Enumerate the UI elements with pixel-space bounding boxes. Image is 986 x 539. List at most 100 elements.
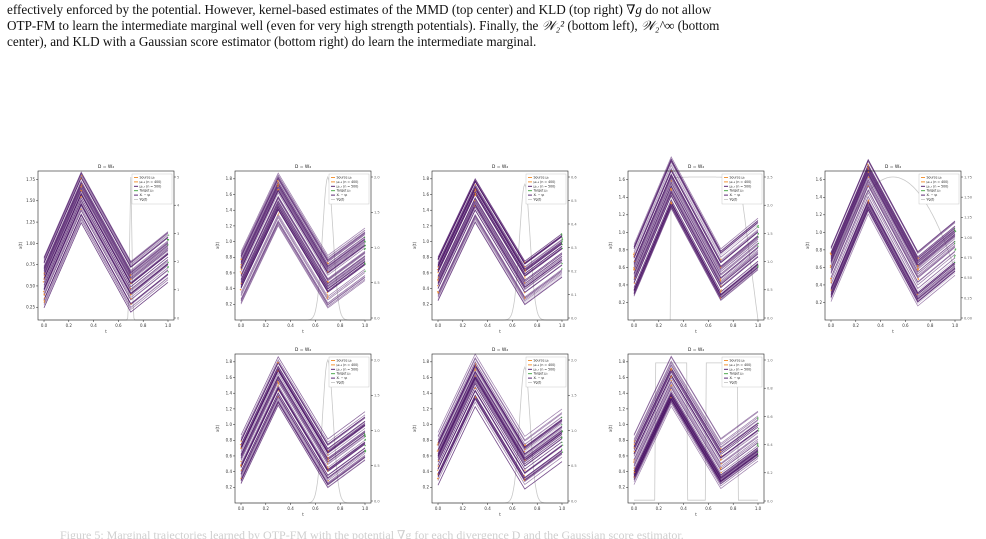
right-tick-label: 2: [177, 260, 179, 264]
y-tick-label: 0.2: [619, 485, 626, 490]
data-point: [523, 479, 525, 482]
data-point: [757, 233, 759, 235]
y-tick-label: 1.8: [619, 359, 626, 364]
trajectory-line: [437, 356, 563, 441]
trajectory-line: [437, 198, 563, 283]
data-point: [277, 214, 279, 216]
trajectory-line: [240, 172, 366, 257]
y-tick-label: 1.0: [226, 239, 233, 244]
x-axis-label: t: [302, 329, 304, 334]
trajectory-line: [633, 374, 759, 459]
data-point: [633, 252, 635, 254]
data-point: [561, 268, 563, 270]
data-point: [830, 280, 832, 282]
data-point: [670, 180, 673, 182]
x-tick-label: 0.8: [337, 323, 344, 328]
trajectory-line: [830, 210, 956, 305]
data-point: [561, 444, 564, 446]
trajectory-line: [240, 176, 366, 261]
x-tick-label: 0.0: [41, 323, 48, 328]
trajectory-line: [437, 179, 563, 264]
data-point: [326, 291, 328, 294]
data-point: [130, 282, 132, 285]
right-tick-label: 1: [177, 288, 179, 292]
trajectory-line: [43, 193, 169, 285]
trajectory-line: [633, 391, 759, 476]
data-point: [437, 442, 439, 444]
x-tick-label: 0.4: [877, 323, 884, 328]
trajectory-line: [240, 394, 366, 479]
data-point: [524, 444, 526, 447]
right-tick-label: 4: [177, 204, 180, 208]
y-tick-label: 0.8: [226, 255, 233, 260]
x-tick-label: 0.8: [730, 506, 737, 511]
data-point: [523, 291, 526, 294]
data-point: [474, 195, 476, 197]
data-point: [670, 369, 672, 371]
right-tick-label: 0.5: [571, 464, 577, 468]
data-point: [953, 228, 956, 230]
y-tick-label: 1.2: [423, 223, 430, 228]
data-point: [524, 469, 526, 472]
data-point: [757, 265, 759, 267]
data-point: [633, 443, 636, 445]
y-tick-label: 0.2: [816, 300, 823, 305]
right-tick-label: 0.2: [767, 471, 773, 475]
trajectory-line: [830, 182, 956, 277]
trajectory-line: [43, 209, 169, 301]
y-tick-label: 0.6: [226, 270, 233, 275]
y-tick-label: 0.75: [26, 262, 35, 267]
target-points: [756, 417, 760, 457]
marginal-0.3-points: [473, 184, 477, 207]
trajectory-line: [633, 194, 759, 288]
x-tick-label: 0.2: [263, 506, 270, 511]
data-point: [669, 389, 672, 391]
data-point: [524, 282, 526, 284]
x-tick-label: 0.2: [263, 323, 270, 328]
trajectory-line: [830, 195, 956, 289]
legend-label: ∇g(t): [926, 198, 935, 202]
right-tick-label: 0.6: [767, 415, 773, 419]
data-point: [756, 451, 759, 453]
trajectory-line: [240, 399, 366, 484]
trajectory-line: [240, 387, 366, 471]
target-points: [166, 234, 170, 273]
data-point: [720, 454, 723, 457]
trajectory-line: [633, 204, 759, 298]
trajectory-line: [830, 172, 956, 266]
legend-label: μ₀.₇ (n = 500): [927, 184, 949, 188]
data-point: [561, 424, 563, 426]
x-tick-label: 0.0: [435, 323, 442, 328]
trajectory-line: [240, 184, 366, 268]
trajectory-line: [633, 363, 759, 448]
data-point: [524, 265, 526, 268]
data-point: [277, 370, 279, 372]
data-point: [917, 269, 919, 271]
data-point: [757, 455, 759, 457]
data-point: [633, 471, 636, 474]
legend-label: ∇g(t): [139, 198, 148, 202]
trajectory-line: [633, 173, 759, 267]
right-tick-label: 1.50: [964, 196, 973, 200]
trajectory-line: [633, 158, 759, 253]
trajectory-line: [240, 176, 366, 260]
data-point: [326, 297, 328, 299]
data-point: [670, 375, 673, 378]
trajectory-line: [633, 181, 759, 275]
chart-title: D = W₂: [295, 347, 312, 353]
chart-panel-2: D = W₂ 0.0 0.2 0.4 0.6 0.8 1.0 t 0.2 0.4 0.6 0.8 1.0…: [205, 160, 393, 335]
y-tick-label: 1.0: [226, 422, 233, 427]
y-tick-label: 1.4: [816, 195, 823, 200]
right-tick-label: 2.0: [571, 358, 577, 362]
data-point: [633, 255, 635, 258]
y-tick-label: 0.6: [619, 265, 626, 270]
trajectory-line: [240, 213, 366, 298]
data-point: [867, 185, 869, 188]
legend-label: Xₜ − ψₜ: [337, 376, 348, 380]
trajectory-line: [43, 184, 169, 275]
trajectory-line: [240, 378, 366, 463]
trajectory-line: [437, 220, 563, 305]
x-tick-label: 0.6: [509, 506, 516, 511]
y-axis-label: x(t): [805, 242, 810, 249]
